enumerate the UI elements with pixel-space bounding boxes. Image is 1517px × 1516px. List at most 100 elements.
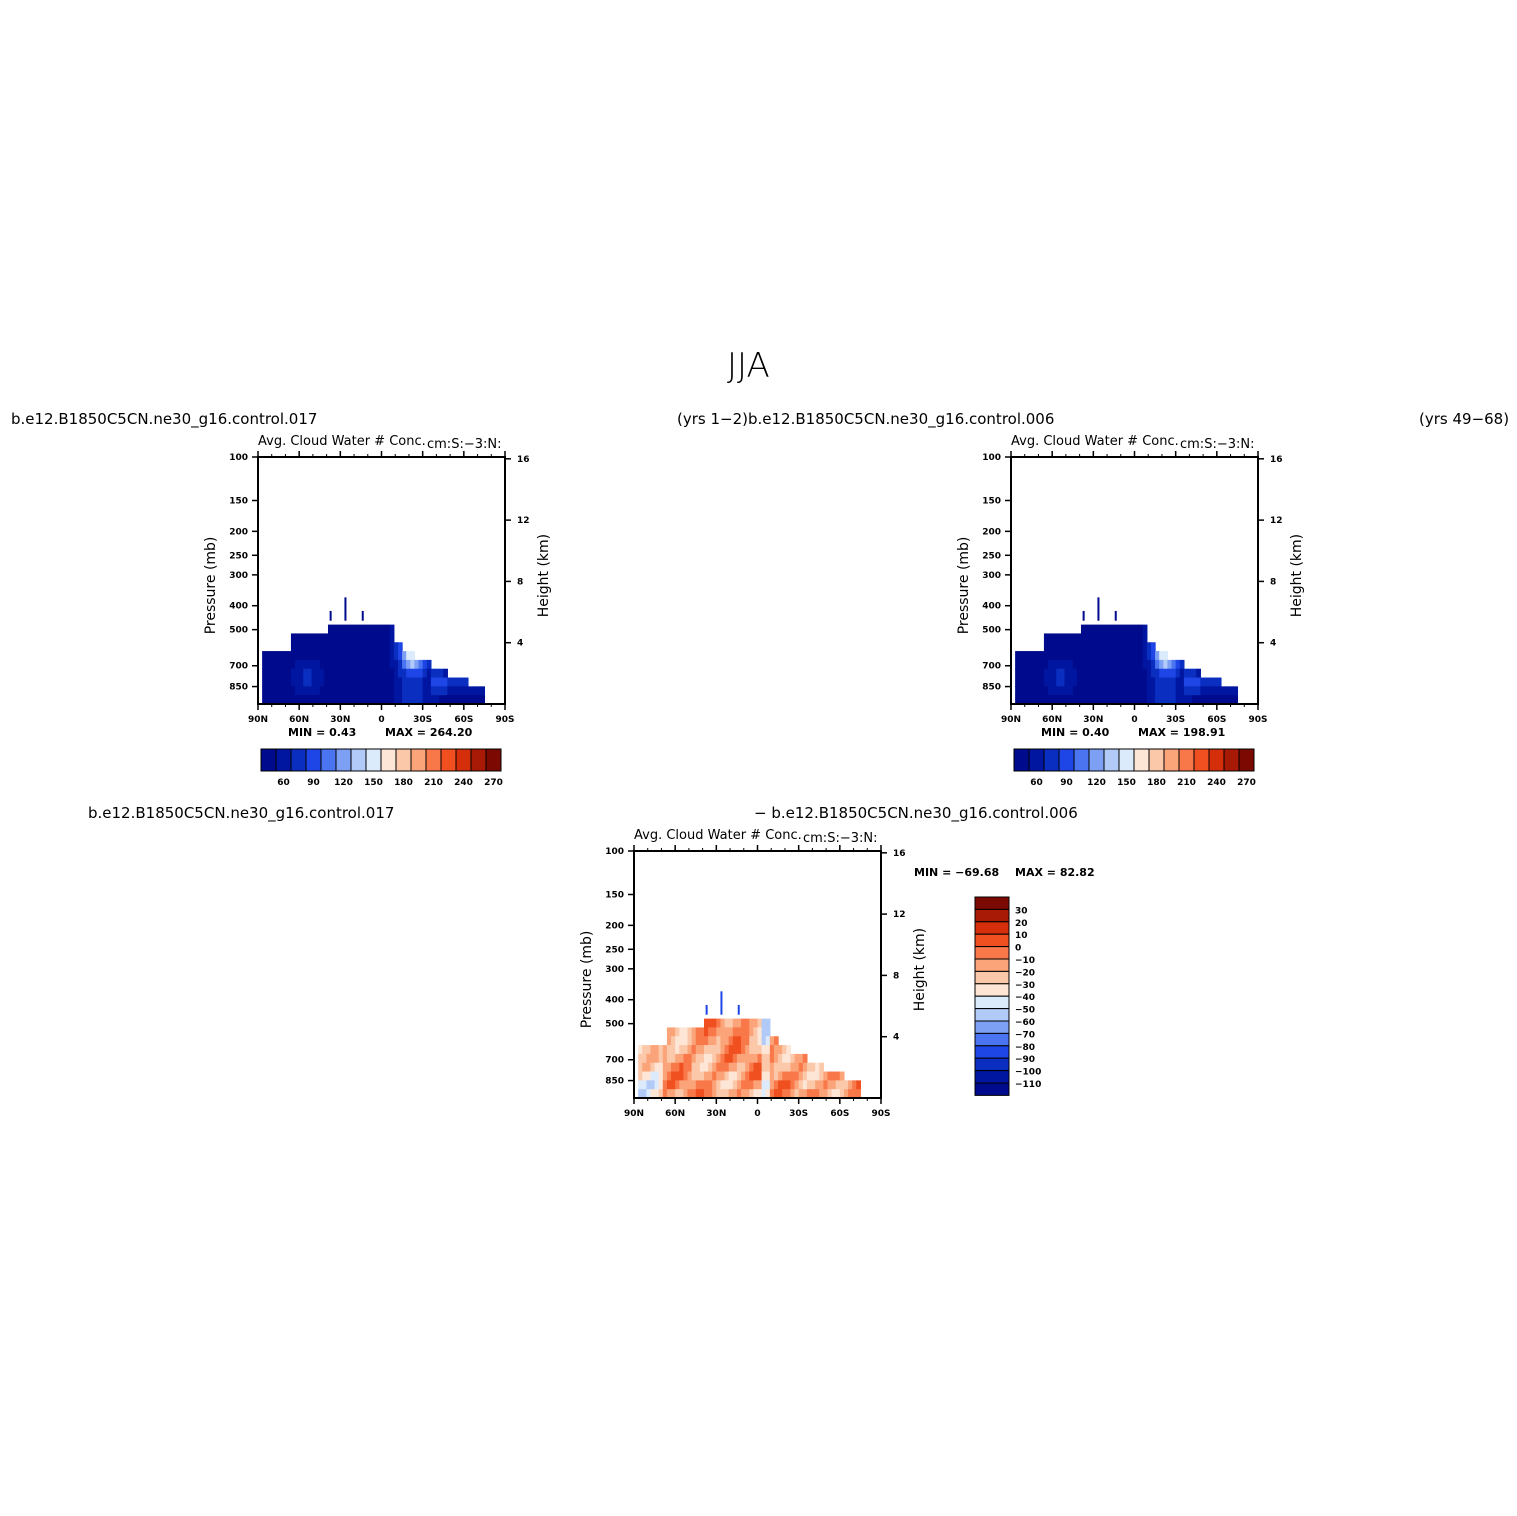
panel-2-field-cell [1134,659,1140,670]
panel-2-field-cell [1208,677,1214,687]
panel-1-colorbar-box [455,748,472,772]
panel-2-field-cell [1068,686,1074,696]
panel-2-field-cell [1105,686,1111,696]
panel-1-field-cell [430,677,436,687]
panel-2-field-cell [1163,659,1169,670]
panel-1-field-cell [303,659,308,670]
panel-2-field-cell [1134,642,1140,652]
panel-3-field-cell [843,1080,849,1090]
panel-2-field-cell [1089,633,1094,643]
panel-2-field-cell [1056,677,1061,687]
panel-3-field-cell [683,1071,689,1081]
panel-2-field-cell [1093,642,1099,652]
panel-3-field-cell [708,1045,713,1055]
panel-2-field-cell [1150,686,1156,696]
panel-3-field-cell [703,1036,709,1046]
panel-1-field-cell [340,668,346,679]
panel-1-field-cell [451,695,457,705]
panel-2-field-cell [1068,677,1074,687]
panel-3-field-cell [720,1027,726,1037]
panel-2-field-cell [1052,633,1057,643]
panel-1-field-cell [266,668,271,679]
panel-2-field-spike [1114,610,1117,621]
panel-1-field-cell [303,633,308,643]
panel-2-field-cell [1076,695,1082,705]
panel-1-field-cell [332,677,337,687]
panel-3-field-cell [638,1062,643,1073]
panel-3-field-cell [819,1089,824,1099]
panel-1-field-cell [327,642,333,652]
panel-1-field-cell [435,686,440,696]
panel-3-field-cell [662,1071,668,1081]
panel-1-field-cell [311,686,317,696]
panel-1-field-cell [266,686,271,696]
panel-1-field-spike [344,597,347,621]
panel-2-field-cell [1085,677,1090,687]
panel-1-field-cell [447,677,453,687]
panel-3-colorbar-label: −30 [1015,981,1035,991]
panel-2-field-cell [1097,677,1103,687]
panel-3-field-cell [646,1062,652,1073]
panel-2-field-cell [1080,642,1086,652]
panel-3-field-cell [753,1036,759,1046]
panel-3-field-cell [675,1089,680,1099]
panel-2-field-cell [1159,651,1164,661]
panel-1-y-tick-label: 200 [229,527,248,537]
panel-3-y-tick-label: 850 [605,1077,624,1087]
panel-3-field-cell [753,1045,759,1055]
panel-1-field-cell [455,695,461,705]
panel-3-field-cell [786,1089,792,1099]
panel-3-field-cell [716,1071,722,1081]
panel-2-x-tick-label: 30N [1083,715,1103,725]
panel-1-field-cell [352,668,358,679]
panel-3-field-cell [765,1080,771,1090]
panel-1-colorbar-box [425,748,442,772]
panel-1-field-cell [344,668,350,679]
panel-1-field-cell [393,642,399,652]
panel-1-field-cell [397,651,403,661]
panel-3-field-cell [736,1080,742,1090]
panel-1-field-cell [295,633,300,643]
panel-2-field-cell [1015,677,1020,687]
panel-2-field-cell [1179,659,1185,670]
panel-3-field-cell [749,1089,754,1099]
panel-1-field-cell [311,695,317,705]
panel-2-field-cell [1138,686,1144,696]
panel-3-field-cell [753,1089,759,1099]
panel-2-field-cell [1060,651,1066,661]
panel-3-field-cell [703,1045,709,1055]
panel-2-y-tick-label: 150 [982,496,1001,506]
panel-3-field-cell [687,1080,693,1090]
panel-3-field-cell [736,1045,742,1055]
panel-2-field-cell [1126,677,1131,687]
panel-1-field-cell [393,695,399,705]
panel-2-field-cell [1027,686,1033,696]
panel-3-field-cell [662,1053,668,1064]
panel-2-field-cell [1142,686,1148,696]
panel-3-colorbar-label: −90 [1015,1055,1035,1065]
panel-3-field-cell [741,1018,746,1029]
panel-1-field-cell [307,695,313,705]
panel-2-field-cell [1039,668,1045,679]
panel-2-field-cell [1233,695,1239,705]
panel-2-field-cell [1126,651,1131,661]
panel-2-title: Avg. Cloud Water # Conc. [1011,434,1179,449]
case-label-bottom-middle: − b.e12.B1850C5CN.ne30_g16.control.006 [754,804,1078,822]
panel-1-field-cell [340,633,346,643]
panel-2-field-cell [1159,686,1164,696]
panel-1-field-cell [266,659,271,670]
panel-3-field-cell [699,1062,705,1073]
panel-1-field-cell [360,624,366,635]
panel-2-field-cell [1064,686,1070,696]
panel-3-field-cell [794,1062,800,1073]
panel-2-y-tick-label: 200 [982,527,1001,537]
panel-2-field-cell [1113,659,1119,670]
panel-3-field-cell [691,1071,697,1081]
panel-2-field-cell [1064,633,1070,643]
panel-1-field-cell [315,686,321,696]
panel-2-field-cell [1126,659,1131,670]
panel-3-field-cell [712,1062,717,1073]
panel-2-field-cell [1093,686,1099,696]
panel-1-field-cell [307,633,313,643]
panel-3-field-cell [666,1071,672,1081]
